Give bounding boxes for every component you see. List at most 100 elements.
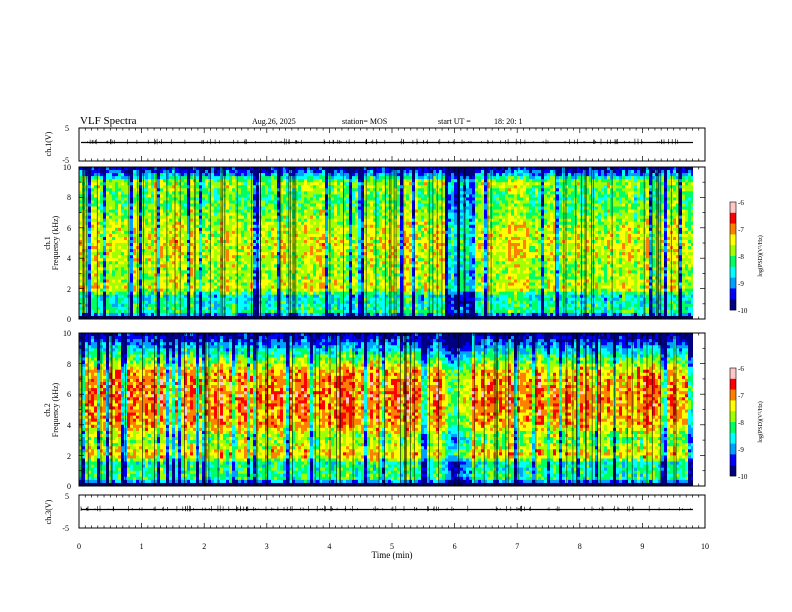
ch1-column-92 (355, 167, 359, 319)
ch1-column-124 (451, 167, 455, 319)
ch2-ylabel-channel: ch.2 (43, 403, 52, 417)
ch2-column-143 (508, 333, 512, 486)
ch1-column-188 (643, 167, 647, 319)
cbar1-tick-neg8: -8 (738, 253, 744, 261)
cbar1-tick-neg10: -10 (738, 307, 748, 315)
ch2-column-195 (664, 333, 668, 486)
cbar2-tick-neg8: -8 (738, 419, 744, 427)
colorbar-segment (730, 384, 736, 388)
colorbar-segment (730, 403, 736, 407)
ch1-column-95 (364, 167, 368, 319)
ch1-column-187 (640, 167, 644, 319)
ch2-column-103 (388, 333, 392, 486)
ch2-column-72 (295, 333, 299, 486)
ch2-column-58 (253, 333, 257, 486)
ch2-column-202 (685, 333, 689, 486)
ch2-column-50 (229, 333, 233, 486)
ch1-spike (403, 167, 405, 319)
ch1-column-9 (106, 167, 110, 319)
colorbar-segment (730, 470, 736, 474)
ch2-column-196 (667, 333, 671, 486)
colorbar-segment (730, 400, 736, 404)
ch1-spike (487, 167, 489, 319)
ch1-spike (179, 167, 181, 319)
ch2-ytick-10: 10 (63, 329, 71, 338)
ch1-column-159 (556, 167, 560, 319)
ch2-column-155 (544, 333, 548, 486)
ch1-spike (236, 167, 238, 319)
ch1-column-179 (616, 167, 620, 319)
ch1-column-17 (130, 167, 134, 319)
ch1-column-172 (595, 167, 599, 319)
ch1-spike (591, 167, 592, 319)
ch1-column-149 (526, 167, 530, 319)
colorbar-segment (730, 457, 736, 461)
ch2-column-199 (676, 333, 680, 486)
ch1-spike (611, 167, 613, 319)
ch1-column-109 (406, 167, 410, 319)
ch2-spike (314, 333, 316, 486)
date-label: Aug.26, 2025 (252, 117, 296, 126)
ch2-column-86 (337, 333, 341, 486)
colorbar-segment (730, 307, 736, 311)
ch2-spike (154, 333, 155, 486)
xtick-0: 0 (77, 542, 81, 551)
ch1-spike (660, 167, 662, 319)
ch2-spike (352, 333, 354, 486)
ch1-column-81 (322, 167, 326, 319)
ch1-spike (464, 167, 466, 319)
ch1-spike (413, 167, 415, 319)
colorbar-segment (730, 272, 736, 276)
colorbar-segment (730, 212, 736, 216)
xtick-10: 10 (701, 542, 709, 551)
ch1-column-54 (241, 167, 245, 319)
colorbar-segment (730, 280, 736, 284)
ch2-column-61 (262, 333, 266, 486)
colorbar-segment (730, 376, 736, 380)
ch2-column-172 (595, 333, 599, 486)
ch2-column-101 (382, 333, 386, 486)
xtick-1: 1 (140, 542, 144, 551)
colorbar-segment (730, 381, 736, 385)
ch2-column-187 (640, 333, 644, 486)
ch2-column-78 (313, 333, 317, 486)
colorbar-segment (730, 411, 736, 415)
ch2-spike (473, 333, 475, 486)
ch2-column-44 (211, 333, 215, 486)
colorbar-segment (730, 223, 736, 227)
ch1-column-157 (550, 167, 554, 319)
ch2-column-130 (469, 333, 473, 486)
ch1-column-111 (412, 167, 416, 319)
ch1-spike (575, 167, 577, 319)
ch2-column-160 (559, 333, 563, 486)
ch2-ytick-8: 8 (67, 360, 71, 369)
colorbar-segment (730, 378, 736, 382)
ch1-column-200 (679, 167, 683, 319)
ch1-column-131 (472, 167, 476, 319)
colorbar-segment (730, 304, 736, 308)
ch2-column-180 (619, 333, 623, 486)
ch2-column-11 (112, 333, 116, 486)
ch1-column-41 (202, 167, 206, 319)
ch1-column-94 (361, 167, 365, 319)
ch2-column-28 (163, 333, 167, 486)
cbar1-label: log(PSD)(V²/Hz) (757, 235, 764, 276)
ch1-wave-ytick-neg5: -5 (62, 156, 69, 165)
ch1-column-87 (340, 167, 344, 319)
ch1-colorbar (730, 202, 736, 311)
colorbar-segment (730, 296, 736, 300)
ch1-column-138 (493, 167, 497, 319)
ch1-column-106 (397, 167, 401, 319)
ch1-spike (585, 167, 587, 319)
ch1-column-47 (220, 167, 224, 319)
ch2-column-123 (448, 333, 452, 486)
ch2-column-17 (130, 333, 134, 486)
colorbar-segment (730, 204, 736, 208)
ch1-column-142 (505, 167, 509, 319)
ch1-column-189 (646, 167, 650, 319)
ch1-column-68 (283, 167, 287, 319)
ch1-column-85 (334, 167, 338, 319)
colorbar-segment (730, 301, 736, 305)
ch1-column-65 (274, 167, 278, 319)
colorbar-segment (730, 462, 736, 466)
